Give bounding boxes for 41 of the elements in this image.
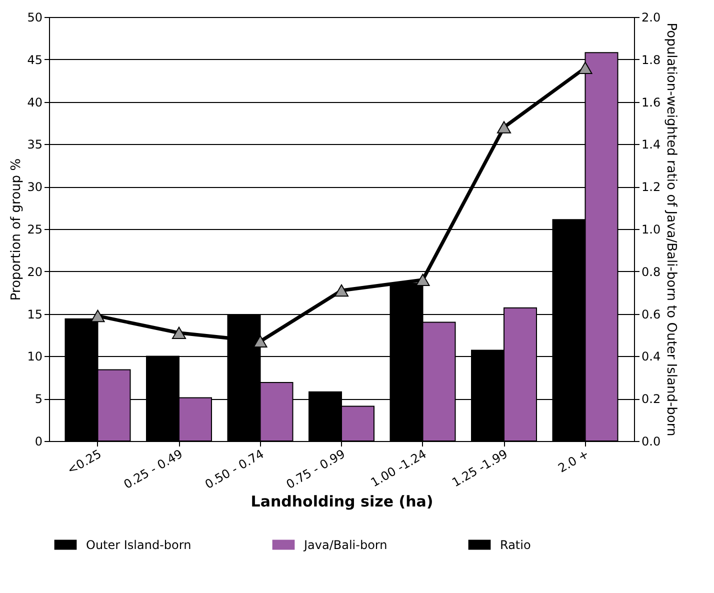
point <box>253 335 268 348</box>
legend-label: Outer Island-born <box>86 538 192 552</box>
y2-tick-label: 0.4 <box>642 350 661 364</box>
y2-tick-label: 0.0 <box>642 434 661 448</box>
y2-tick-label: 1.8 <box>642 52 661 67</box>
y-tick-label: 10 <box>27 350 42 364</box>
y2-tick-label: 1.0 <box>642 222 661 236</box>
x-tick-label: 1.00 -1.24 <box>368 446 429 490</box>
y-tick-label: 0 <box>34 434 42 448</box>
y2-tick-label: 2.0 <box>642 10 661 24</box>
y2-tick-label: 1.4 <box>642 138 661 152</box>
x-tick-label: 0.25 - 0.49 <box>121 446 185 492</box>
y2-tick-label: 0.2 <box>642 392 661 406</box>
x-tick-label: 1.25 -1.99 <box>450 446 510 490</box>
y-axis-title: Proportion of group % <box>9 158 24 301</box>
y-tick-label: 5 <box>34 392 42 406</box>
y-tick-label: 40 <box>27 95 42 110</box>
point <box>334 284 349 297</box>
x-tick-label: 0.75 - 0.99 <box>284 446 348 492</box>
legend-label: Ratio <box>500 538 531 552</box>
point <box>416 274 430 286</box>
y-tick-label: 25 <box>27 222 42 236</box>
y-tick-label: 15 <box>27 307 42 322</box>
y-tick-label: 35 <box>27 138 42 152</box>
legend-label: Java/Bali-born <box>303 538 388 552</box>
y-tick-label: 45 <box>27 52 42 67</box>
x-tick-label: 0.50 - 0.74 <box>202 446 266 492</box>
y-tick-label: 20 <box>27 264 42 279</box>
y2-tick-label: 0.6 <box>642 307 661 322</box>
x-axis-title: Landholding size (ha) <box>250 492 434 511</box>
point <box>172 326 186 340</box>
y2-axis-title: Population-weighted ratio of Java/Bali-born to Outer Island-born <box>664 22 679 436</box>
y-tick-label: 50 <box>27 10 42 24</box>
y2-tick-label: 1.2 <box>642 180 661 194</box>
y-tick-label: 30 <box>27 180 42 194</box>
y2-tick-label: 0.8 <box>642 264 661 279</box>
point <box>578 62 592 74</box>
x-tick-label: 2.0 + <box>556 446 592 476</box>
point <box>90 310 105 322</box>
y2-tick-label: 1.6 <box>642 95 661 110</box>
point <box>496 121 512 134</box>
